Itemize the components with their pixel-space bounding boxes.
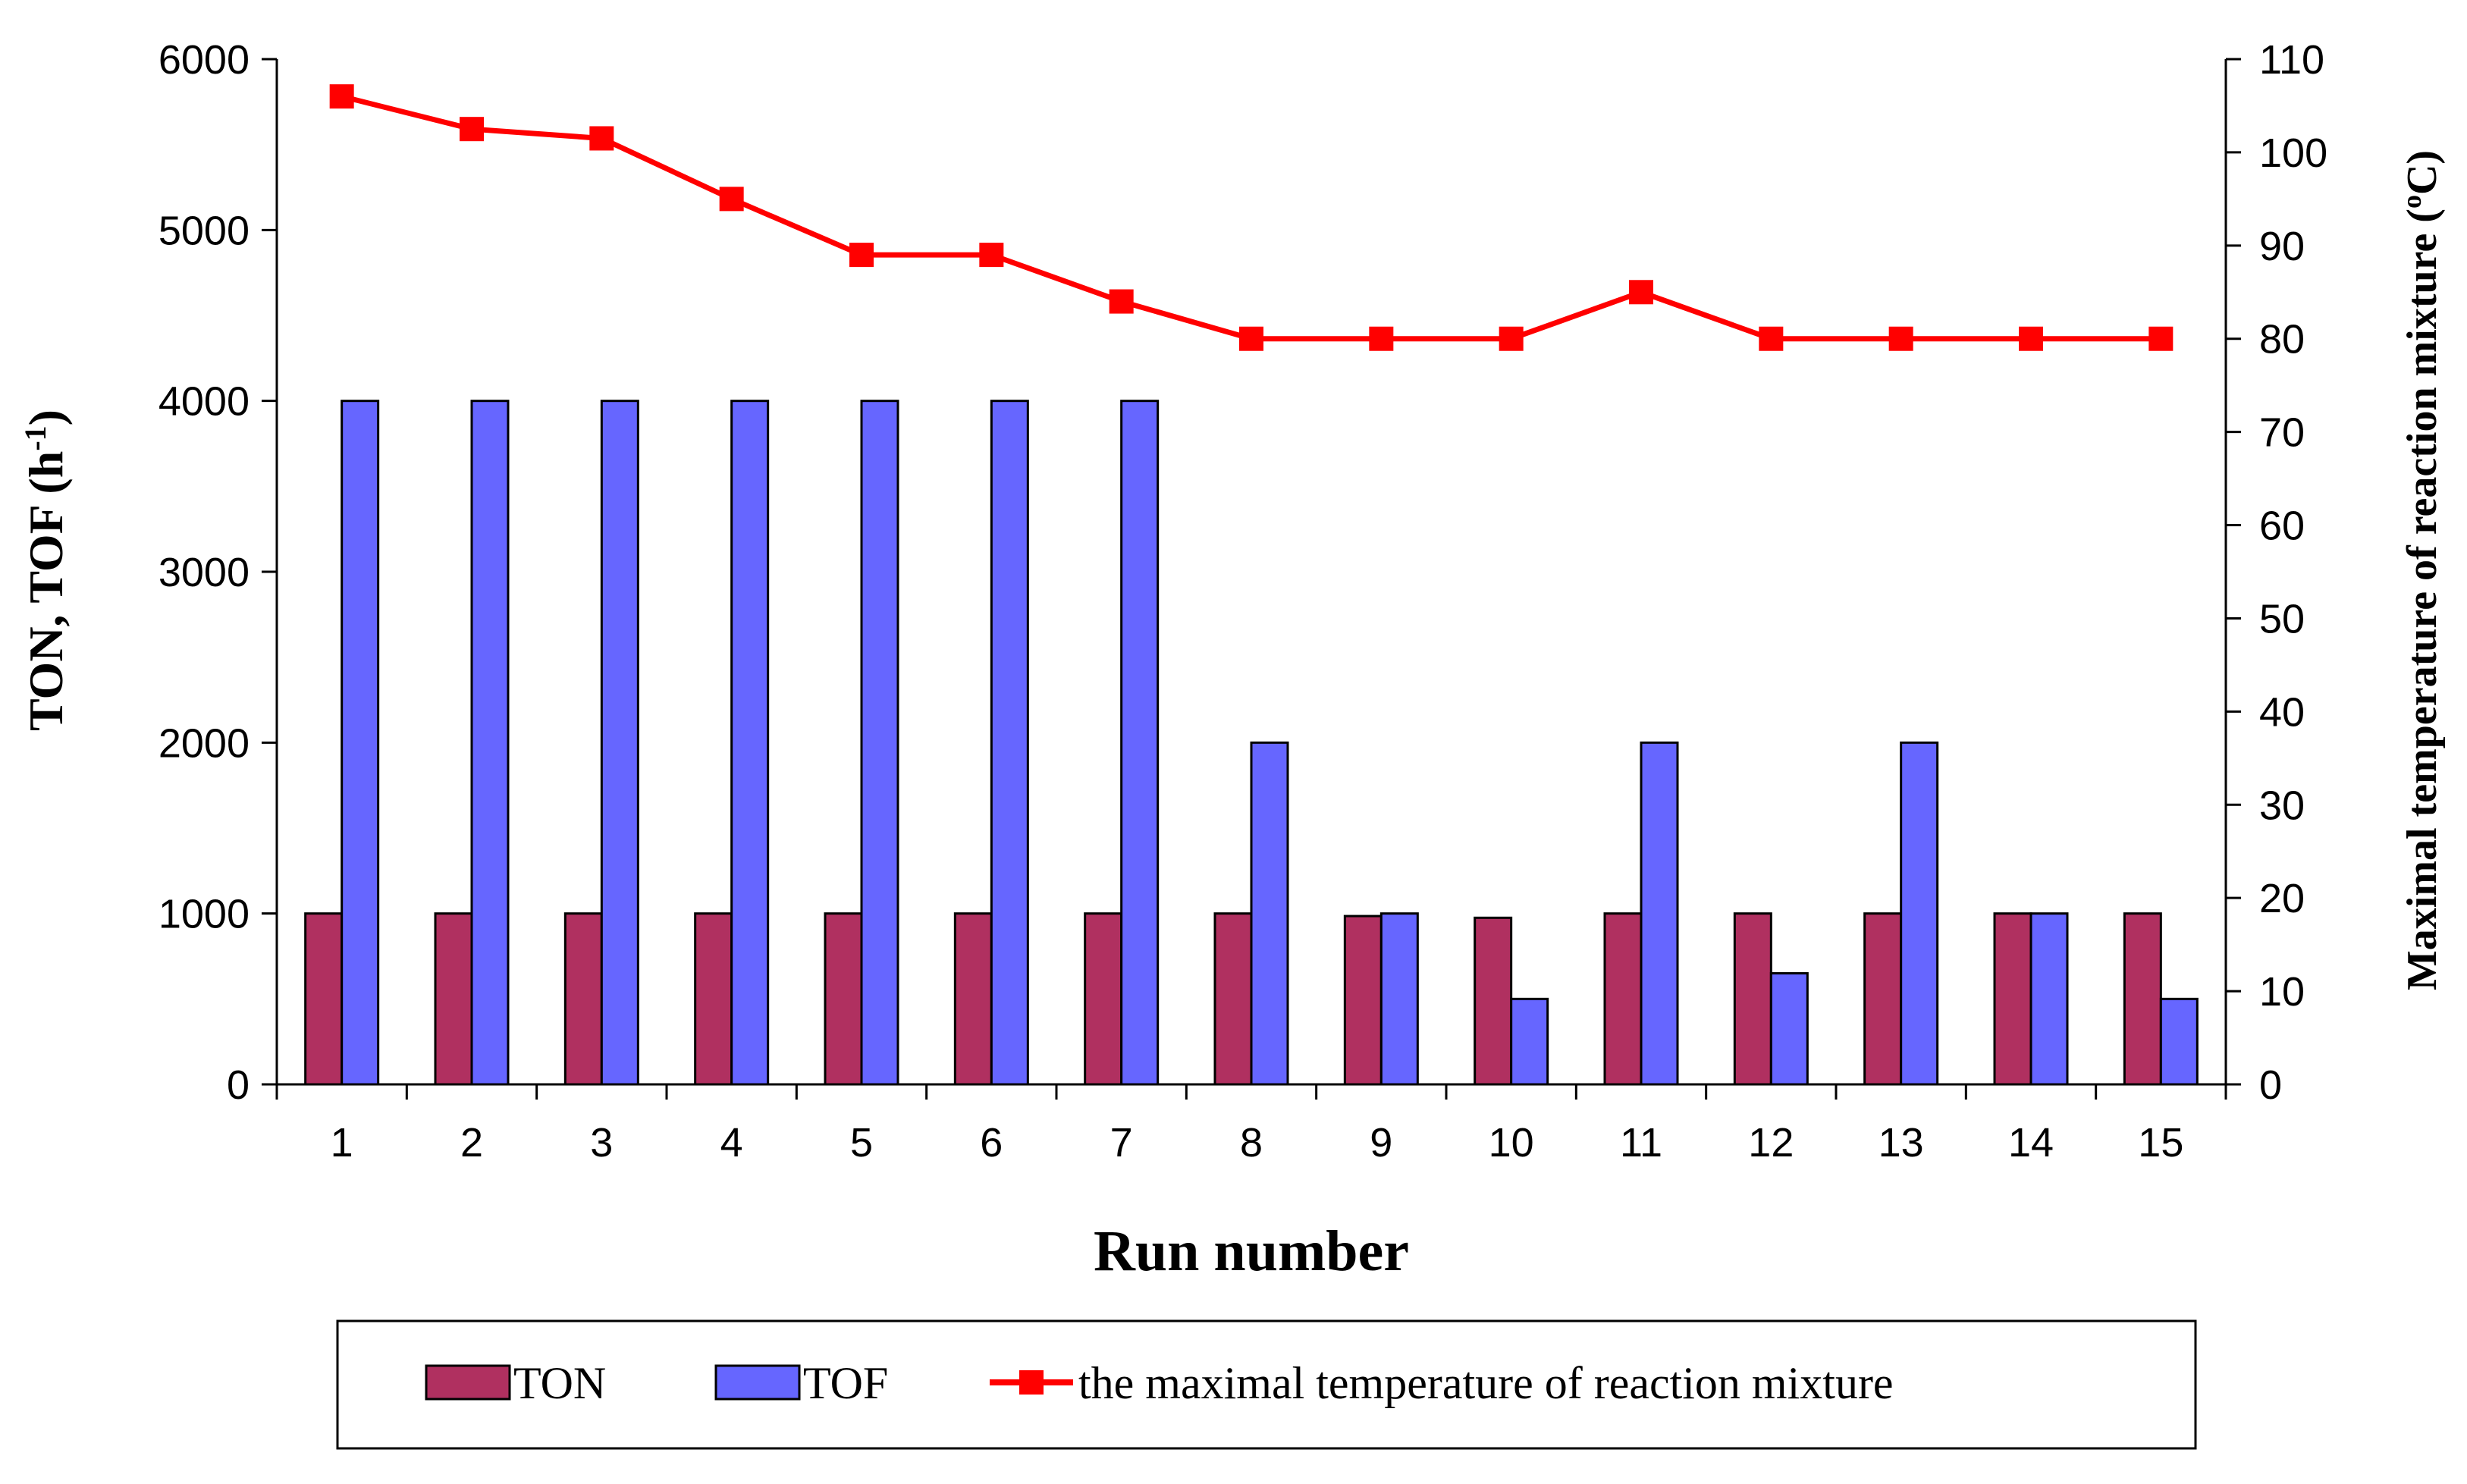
x-tick-label-7: 7	[1110, 1120, 1133, 1166]
x-tick-label-13: 13	[1878, 1120, 1924, 1166]
bar-ton-1	[304, 912, 344, 1086]
temperature-point-9	[1369, 326, 1394, 351]
x-tick-label-14: 14	[2008, 1120, 2054, 1166]
temperature-point-12	[1759, 326, 1784, 351]
bar-tof-1	[341, 400, 380, 1086]
legend-label-ton: TON	[513, 1358, 606, 1408]
bars	[304, 400, 2199, 1086]
bar-ton-2	[434, 912, 473, 1086]
y-right-tick-label: 90	[2259, 224, 2305, 269]
y-right-tick-label: 60	[2259, 504, 2305, 549]
bar-tof-14	[2029, 912, 2069, 1086]
bar-tof-11	[1640, 741, 1679, 1086]
temperature-line	[329, 84, 2174, 351]
x-tick-label-1: 1	[331, 1120, 353, 1166]
y-right-tick-label: 30	[2259, 783, 2305, 828]
bar-tof-7	[1120, 400, 1160, 1086]
legend-swatch-ton	[425, 1364, 511, 1401]
temperature-point-14	[2019, 326, 2043, 351]
y-right-tick-label: 50	[2259, 596, 2305, 642]
temperature-point-11	[1629, 280, 1653, 305]
bar-tof-9	[1379, 912, 1419, 1086]
bar-ton-6	[953, 912, 993, 1086]
x-tick-label-15: 15	[2138, 1120, 2183, 1166]
bar-ton-3	[563, 912, 603, 1086]
y-right-tick-label: 10	[2259, 969, 2305, 1015]
temperature-point-3	[589, 126, 614, 151]
bar-ton-8	[1213, 912, 1253, 1086]
x-tick-label-9: 9	[1370, 1120, 1392, 1166]
x-tick-label-10: 10	[1489, 1120, 1534, 1166]
x-tick-label-4: 4	[720, 1120, 743, 1166]
temperature-point-5	[849, 243, 874, 268]
bar-tof-4	[730, 400, 770, 1086]
bar-tof-3	[600, 400, 639, 1086]
y-left-tick-label: 0	[227, 1062, 250, 1108]
temperature-series-line	[341, 93, 2161, 342]
y-left-tick-label: 5000	[159, 208, 250, 253]
temperature-point-2	[460, 117, 484, 142]
bar-ton-10	[1474, 916, 1513, 1086]
bar-ton-11	[1603, 912, 1643, 1086]
temperature-point-1	[329, 84, 354, 109]
x-tick-label-3: 3	[590, 1120, 613, 1166]
temperature-point-15	[2148, 326, 2174, 351]
bar-tof-12	[1769, 972, 1809, 1086]
x-axis-title: Run number	[1094, 1219, 1409, 1283]
bar-ton-15	[2123, 912, 2162, 1086]
y-left-tick-label: 1000	[159, 892, 250, 937]
axes: 0 1000 2000 3000 4000 5000 6000 0 10 20 30 40 50 60 70…	[159, 37, 2327, 1166]
y-right-tick-label: 40	[2259, 689, 2305, 735]
x-tick-label-11: 11	[1620, 1120, 1662, 1166]
bar-ton-9	[1343, 915, 1383, 1086]
bar-ton-13	[1863, 912, 1903, 1086]
legend: TON TOF the maximal temperature of react…	[336, 1319, 2197, 1450]
temperature-point-6	[979, 243, 1004, 268]
bar-tof-13	[1900, 741, 1939, 1086]
bar-tof-8	[1250, 741, 1289, 1086]
bar-tof-15	[2159, 997, 2199, 1086]
temperature-point-10	[1499, 326, 1524, 351]
legend-marker-temperature	[1019, 1370, 1044, 1395]
y-right-tick-label: 80	[2259, 317, 2305, 362]
y-axis-left-title: TON, TOF (h-1)	[18, 409, 73, 731]
y-axis-right-title: Maximal temperature of reaction mixture …	[2396, 150, 2446, 990]
legend-label-temperature: the maximal temperature of reaction mixt…	[1078, 1358, 1894, 1408]
y-right-tick-label: 110	[2259, 37, 2324, 83]
temperature-point-4	[719, 187, 744, 212]
bar-ton-7	[1084, 912, 1123, 1086]
bar-tof-2	[470, 400, 510, 1086]
y-right-tick-label: 100	[2259, 130, 2327, 176]
bar-ton-12	[1733, 912, 1772, 1086]
x-tick-label-8: 8	[1240, 1120, 1263, 1166]
legend-frame	[336, 1319, 2197, 1450]
y-left-tick-label: 3000	[159, 550, 250, 595]
x-tick-label-2: 2	[460, 1120, 483, 1166]
temperature-point-8	[1239, 326, 1263, 351]
y-right-tick-label: 0	[2259, 1062, 2282, 1108]
legend-label-tof: TOF	[803, 1358, 888, 1408]
y-left-tick-label: 6000	[159, 37, 250, 83]
bar-ton-5	[824, 912, 863, 1086]
x-tick-label-12: 12	[1748, 1120, 1794, 1166]
x-tick-label-5: 5	[850, 1120, 873, 1166]
bar-tof-6	[990, 400, 1029, 1086]
temperature-point-7	[1109, 289, 1134, 314]
legend-swatch-tof	[714, 1364, 801, 1401]
y-right-tick-label: 70	[2259, 410, 2305, 456]
y-left-tick-label: 4000	[159, 379, 250, 425]
y-left-tick-label: 2000	[159, 720, 250, 766]
temperature-point-13	[1888, 326, 1913, 351]
bar-ton-14	[1993, 912, 2032, 1086]
y-right-tick-label: 20	[2259, 876, 2305, 921]
bar-tof-10	[1510, 997, 1549, 1086]
bar-ton-4	[694, 912, 733, 1086]
x-tick-label-6: 6	[980, 1120, 1003, 1166]
bar-tof-5	[860, 400, 899, 1086]
